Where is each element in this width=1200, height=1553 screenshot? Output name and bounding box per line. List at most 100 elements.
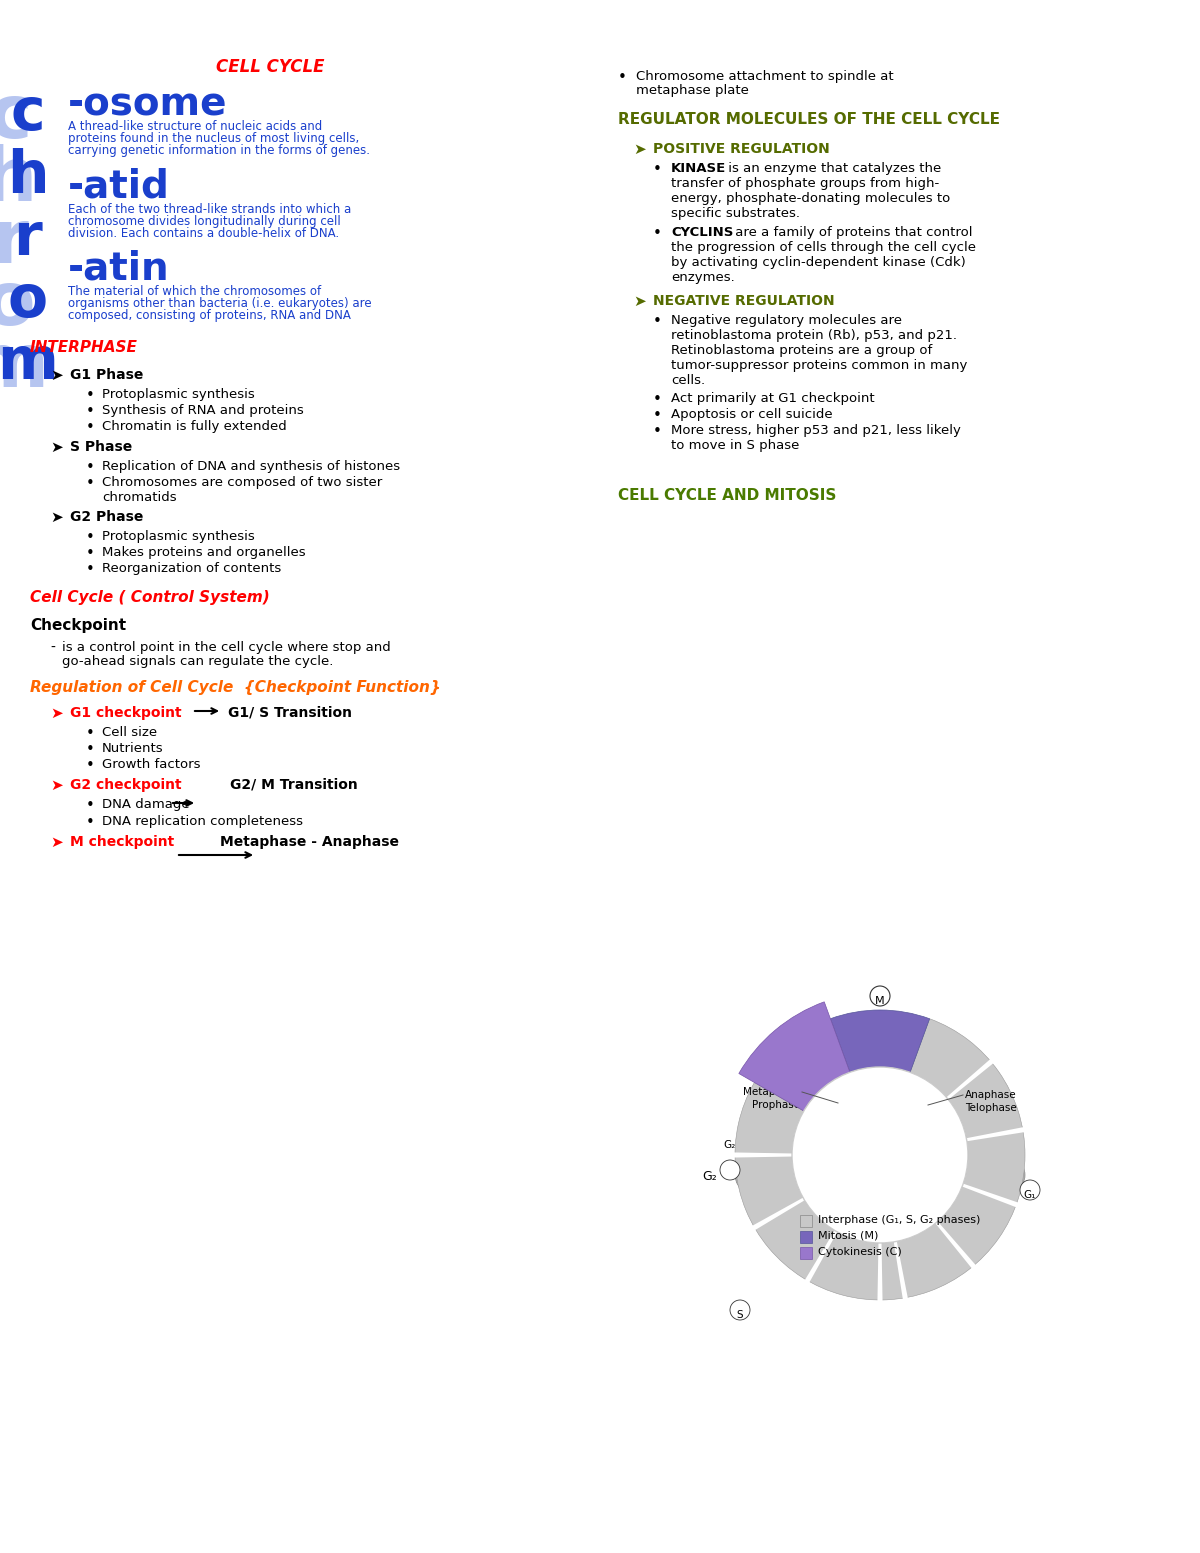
Text: Prophase: Prophase [752, 1100, 800, 1110]
Text: •: • [653, 408, 662, 422]
Text: m: m [0, 334, 59, 391]
Text: More stress, higher p53 and p21, less likely: More stress, higher p53 and p21, less li… [671, 424, 961, 436]
Text: Cell Cycle ( Control System): Cell Cycle ( Control System) [30, 590, 270, 606]
Text: enzymes.: enzymes. [671, 272, 734, 284]
Text: G1/ S Transition: G1/ S Transition [228, 707, 352, 721]
Text: G₂: G₂ [724, 1140, 736, 1151]
Text: •: • [653, 227, 662, 241]
Circle shape [730, 1300, 750, 1320]
Text: M: M [875, 995, 884, 1006]
Text: is an enzyme that catalyzes the: is an enzyme that catalyzes the [724, 162, 941, 175]
Text: r: r [13, 210, 42, 267]
Text: Apoptosis or cell suicide: Apoptosis or cell suicide [671, 408, 833, 421]
Text: Chromosomes are composed of two sister: Chromosomes are composed of two sister [102, 477, 383, 489]
Text: C: C [928, 1110, 936, 1123]
Text: Negative regulatory molecules are: Negative regulatory molecules are [671, 314, 902, 328]
Text: m: m [0, 329, 49, 402]
Text: NEGATIVE REGULATION: NEGATIVE REGULATION [653, 294, 835, 307]
Text: •: • [85, 530, 95, 545]
Text: G1 Phase: G1 Phase [70, 368, 143, 382]
Text: to move in S phase: to move in S phase [671, 439, 799, 452]
Text: ➤: ➤ [634, 141, 646, 157]
Text: Protoplasmic synthesis: Protoplasmic synthesis [102, 388, 254, 401]
Text: Replication of DNA and synthesis of histones: Replication of DNA and synthesis of hist… [102, 460, 400, 474]
Text: •: • [85, 419, 95, 435]
Text: c: c [11, 85, 46, 141]
Text: chromatids: chromatids [102, 491, 176, 505]
Text: by activating cyclin-dependent kinase (Cdk): by activating cyclin-dependent kinase (C… [671, 256, 966, 269]
Text: S: S [737, 1311, 743, 1320]
Text: Checkpoint: Checkpoint [30, 618, 126, 634]
Text: Telophase: Telophase [965, 1103, 1016, 1114]
Text: ➤: ➤ [50, 368, 62, 384]
Text: Each of the two thread-like strands into which a: Each of the two thread-like strands into… [68, 203, 352, 216]
Text: Metaphase: Metaphase [743, 1087, 800, 1096]
Text: POSITIVE REGULATION: POSITIVE REGULATION [653, 141, 829, 155]
Text: Reorganization of contents: Reorganization of contents [102, 562, 281, 575]
Text: composed, consisting of proteins, RNA and DNA: composed, consisting of proteins, RNA an… [68, 309, 350, 321]
Text: •: • [653, 424, 662, 439]
Text: Interphase (G₁, S, G₂ phases): Interphase (G₁, S, G₂ phases) [818, 1214, 980, 1225]
Text: metaphase plate: metaphase plate [636, 84, 749, 96]
Wedge shape [736, 1019, 1025, 1300]
Text: h: h [0, 144, 37, 217]
Text: o: o [0, 269, 36, 342]
Text: organisms other than bacteria (i.e. eukaryotes) are: organisms other than bacteria (i.e. euka… [68, 297, 372, 311]
Text: ➤: ➤ [50, 509, 62, 525]
Text: •: • [85, 404, 95, 419]
Wedge shape [804, 1228, 839, 1284]
Wedge shape [751, 1197, 806, 1230]
Text: G2/ M Transition: G2/ M Transition [230, 778, 358, 792]
Text: Synthesis of RNA and proteins: Synthesis of RNA and proteins [102, 404, 304, 418]
Text: specific substrates.: specific substrates. [671, 207, 800, 221]
Wedge shape [960, 1183, 1019, 1208]
Text: energy, phosphate-donating molecules to: energy, phosphate-donating molecules to [671, 193, 950, 205]
Text: -atid: -atid [68, 168, 170, 207]
Text: •: • [85, 742, 95, 756]
Circle shape [1020, 1180, 1040, 1200]
Text: •: • [85, 388, 95, 402]
Text: Act primarily at G1 checkpoint: Act primarily at G1 checkpoint [671, 391, 875, 405]
Text: DNA replication completeness: DNA replication completeness [102, 815, 302, 828]
Text: M checkpoint: M checkpoint [70, 836, 174, 849]
Text: •: • [85, 477, 95, 491]
Text: •: • [653, 162, 662, 177]
Circle shape [720, 1160, 740, 1180]
Text: -: - [50, 641, 55, 655]
Text: ➤: ➤ [50, 778, 62, 794]
Text: S Phase: S Phase [70, 439, 132, 453]
Text: the progression of cells through the cell cycle: the progression of cells through the cel… [671, 241, 976, 255]
Text: The material of which the chromosomes of: The material of which the chromosomes of [68, 286, 322, 298]
Text: is a control point in the cell cycle where stop and: is a control point in the cell cycle whe… [62, 641, 391, 654]
Text: Protoplasmic synthesis: Protoplasmic synthesis [102, 530, 254, 544]
Text: carrying genetic information in the forms of genes.: carrying genetic information in the form… [68, 144, 370, 157]
Text: KINASE: KINASE [671, 162, 726, 175]
Circle shape [792, 1067, 968, 1242]
Text: Chromosome attachment to spindle at: Chromosome attachment to spindle at [636, 70, 894, 82]
Text: ➤: ➤ [634, 294, 646, 309]
Text: ➤: ➤ [50, 707, 62, 721]
Text: •: • [85, 798, 95, 814]
Ellipse shape [792, 1145, 968, 1205]
Text: Cytokinesis (C): Cytokinesis (C) [818, 1247, 901, 1256]
Text: Chromatin is fully extended: Chromatin is fully extended [102, 419, 287, 433]
Text: retinoblastoma protein (Rb), p53, and p21.: retinoblastoma protein (Rb), p53, and p2… [671, 329, 958, 342]
Wedge shape [739, 1002, 852, 1114]
Text: -osome: -osome [68, 85, 228, 123]
Text: A thread-like structure of nucleic acids and: A thread-like structure of nucleic acids… [68, 120, 323, 134]
Circle shape [870, 986, 890, 1006]
Text: Metaphase - Anaphase: Metaphase - Anaphase [220, 836, 398, 849]
Wedge shape [944, 1059, 995, 1101]
Text: r: r [0, 207, 29, 280]
Text: •: • [85, 758, 95, 773]
Wedge shape [830, 1009, 930, 1072]
Text: CELL CYCLE: CELL CYCLE [216, 57, 324, 76]
Text: •: • [85, 815, 95, 829]
Text: DNA damage: DNA damage [102, 798, 190, 811]
Text: CELL CYCLE AND MITOSIS: CELL CYCLE AND MITOSIS [618, 488, 836, 503]
Text: o: o [8, 272, 48, 329]
Text: CYCLINS: CYCLINS [671, 227, 733, 239]
Text: •: • [653, 391, 662, 407]
Text: tumor-suppressor proteins common in many: tumor-suppressor proteins common in many [671, 359, 967, 373]
Text: •: • [85, 547, 95, 561]
